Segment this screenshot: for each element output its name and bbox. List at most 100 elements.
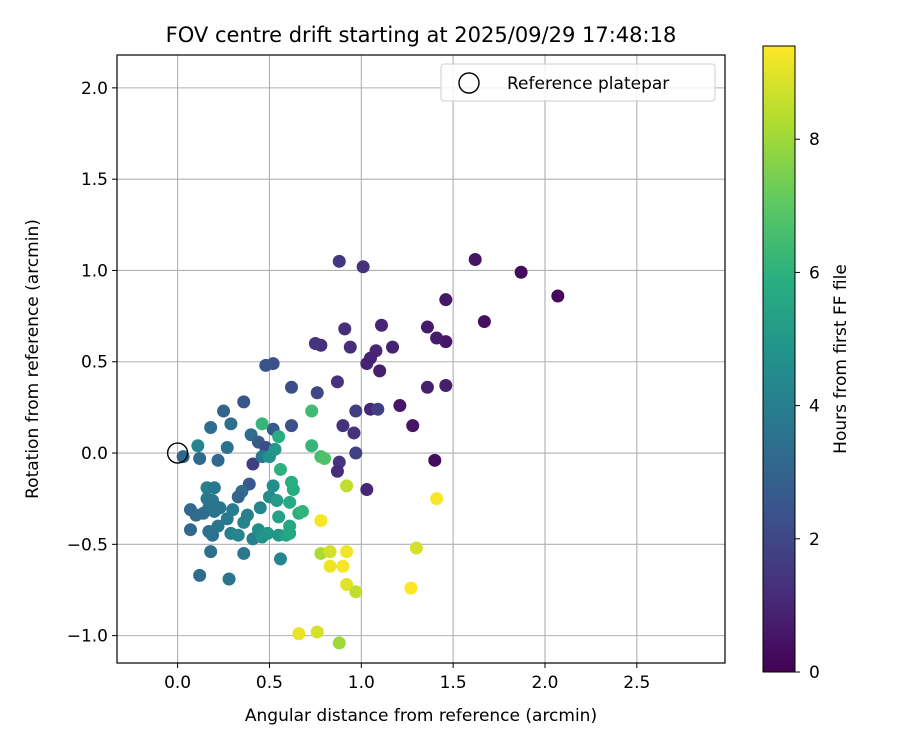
legend-reference-label: Reference platepar bbox=[507, 74, 669, 94]
reference-platepar-marker bbox=[166, 442, 189, 464]
scatter-point bbox=[285, 419, 299, 433]
x-axis-ticks: 0.0 0.5 1.0 1.5 2.0 2.5 bbox=[164, 663, 650, 693]
scatter-point bbox=[191, 439, 205, 453]
scatter-point bbox=[318, 452, 332, 466]
scatter-point bbox=[266, 479, 280, 493]
scatter-point bbox=[259, 358, 273, 372]
scatter-point bbox=[420, 380, 434, 394]
plot-frame bbox=[116, 54, 726, 664]
scatter-point bbox=[330, 464, 344, 478]
chart-title: FOV centre drift starting at 2025/09/29 … bbox=[166, 23, 677, 47]
scatter-point bbox=[207, 481, 221, 495]
scatter-point bbox=[211, 453, 225, 467]
scatter-point bbox=[428, 453, 442, 467]
scatter-point bbox=[255, 417, 269, 431]
scatter-point bbox=[285, 475, 299, 489]
scatter-point bbox=[360, 483, 374, 497]
scatter-point bbox=[273, 462, 287, 476]
scatter-point bbox=[193, 452, 207, 466]
colorbar-tick-label: 0 bbox=[809, 663, 820, 683]
scatter-point bbox=[261, 526, 275, 540]
scatter-point bbox=[356, 260, 370, 274]
colorbar-tick-label: 4 bbox=[809, 397, 820, 417]
scatter-point bbox=[231, 490, 245, 504]
scatter-point bbox=[283, 495, 297, 509]
scatter-point bbox=[332, 254, 346, 268]
scatter-point bbox=[220, 441, 234, 455]
scatter-point bbox=[551, 289, 565, 303]
legend-reference-marker-icon bbox=[458, 72, 480, 94]
scatter-point bbox=[217, 404, 231, 418]
scatter-point bbox=[360, 357, 374, 371]
y-tick-label: 1.0 bbox=[81, 261, 108, 281]
scatter-point bbox=[253, 501, 267, 515]
scatter-point bbox=[340, 545, 354, 559]
scatter-point bbox=[204, 545, 218, 559]
scatter-point bbox=[386, 340, 400, 354]
scatter-point bbox=[226, 503, 240, 517]
colorbar-ticks: 0 2 4 6 8 bbox=[795, 130, 820, 683]
colorbar-label: Hours from first FF file bbox=[831, 264, 851, 454]
scatter-point bbox=[270, 494, 284, 508]
legend-box bbox=[440, 63, 716, 102]
y-tick-label: −1.0 bbox=[67, 627, 108, 647]
scatter-point bbox=[310, 386, 324, 400]
colorbar-tick-label: 8 bbox=[809, 130, 820, 150]
scatter-point bbox=[231, 528, 245, 542]
scatter-point bbox=[283, 519, 297, 533]
scatter-point bbox=[224, 417, 238, 431]
scatter-point bbox=[183, 523, 197, 537]
scatter-point bbox=[514, 265, 528, 279]
scatter-point bbox=[305, 404, 319, 418]
scatter-point bbox=[176, 450, 190, 464]
colorbar-tick-label: 6 bbox=[809, 263, 820, 283]
x-tick-label: 0.0 bbox=[164, 673, 191, 693]
scatter-point bbox=[296, 504, 310, 518]
scatter-point bbox=[323, 559, 337, 573]
scatter-point bbox=[272, 430, 286, 444]
colorbar-tick-label: 2 bbox=[809, 530, 820, 550]
scatter-point bbox=[373, 364, 387, 378]
scatter-point bbox=[204, 420, 218, 434]
scatter-point bbox=[314, 514, 328, 528]
scatter-point bbox=[430, 331, 444, 345]
scatter-point bbox=[272, 510, 286, 524]
scatter-point bbox=[246, 457, 260, 471]
scatter-point bbox=[292, 627, 306, 641]
x-tick-label: 0.5 bbox=[256, 673, 283, 693]
scatter-point bbox=[332, 636, 346, 650]
scatter-point bbox=[268, 442, 282, 456]
scatter-point bbox=[193, 568, 207, 582]
y-tick-label: −0.5 bbox=[67, 535, 108, 555]
x-tick-label: 2.5 bbox=[623, 673, 650, 693]
scatter-point bbox=[240, 508, 254, 522]
data-points bbox=[166, 252, 565, 650]
scatter-point bbox=[347, 426, 361, 440]
y-tick-label: 1.5 bbox=[81, 170, 108, 190]
scatter-point bbox=[222, 572, 236, 586]
scatter-point bbox=[336, 559, 350, 573]
y-axis-label: Rotation from reference (arcmin) bbox=[23, 219, 43, 499]
scatter-point bbox=[349, 446, 363, 460]
scatter-point bbox=[375, 318, 389, 332]
scatter-point bbox=[343, 340, 357, 354]
scatter-point bbox=[308, 336, 322, 350]
scatter-point bbox=[183, 503, 197, 517]
scatter-point bbox=[338, 322, 352, 336]
x-tick-label: 1.0 bbox=[348, 673, 375, 693]
scatter-point bbox=[336, 419, 350, 433]
y-tick-label: 2.0 bbox=[81, 79, 108, 99]
y-tick-label: 0.0 bbox=[81, 444, 108, 464]
scatter-point bbox=[371, 402, 385, 416]
scatter-point bbox=[468, 252, 482, 266]
scatter-point bbox=[310, 625, 324, 639]
scatter-point bbox=[330, 375, 344, 389]
scatter-point bbox=[420, 320, 434, 334]
x-tick-label: 1.5 bbox=[440, 673, 467, 693]
scatter-point bbox=[273, 552, 287, 566]
scatter-point bbox=[340, 479, 354, 493]
scatter-point bbox=[404, 581, 418, 595]
scatter-point bbox=[406, 419, 420, 433]
scatter-point bbox=[237, 395, 251, 409]
